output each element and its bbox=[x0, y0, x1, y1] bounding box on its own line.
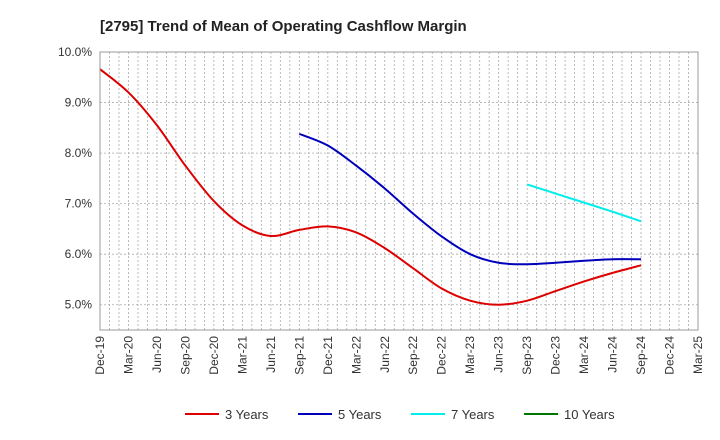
series-layer bbox=[99, 68, 642, 306]
x-tick-label: Sep-24 bbox=[634, 336, 648, 375]
x-tick-label: Dec-22 bbox=[435, 336, 449, 375]
series-line-1 bbox=[99, 68, 642, 306]
plot-area bbox=[100, 52, 698, 330]
x-tick-label: Sep-23 bbox=[520, 336, 534, 375]
y-axis-ticks: 5.0% 6.0% 7.0% 8.0% 9.0% 10.0% bbox=[58, 45, 92, 312]
x-tick-label: Mar-20 bbox=[121, 336, 135, 374]
x-tick-label: Jun-21 bbox=[264, 336, 278, 373]
x-tick-label: Mar-25 bbox=[691, 336, 705, 374]
y-tick-label: 9.0% bbox=[65, 96, 93, 110]
x-tick-label: Sep-21 bbox=[292, 336, 306, 375]
x-tick-label: Mar-24 bbox=[577, 336, 591, 374]
y-tick-label: 5.0% bbox=[65, 298, 93, 312]
x-tick-label: Sep-20 bbox=[178, 336, 192, 375]
x-tick-label: Dec-24 bbox=[663, 336, 677, 375]
x-tick-label: Dec-19 bbox=[93, 336, 107, 375]
legend-label-1: 3 Years bbox=[225, 407, 269, 422]
chart-title: [2795] Trend of Mean of Operating Cashfl… bbox=[100, 18, 467, 35]
legend-label-4: 10 Years bbox=[564, 407, 615, 422]
x-tick-label: Jun-20 bbox=[150, 336, 164, 373]
x-tick-label: Dec-23 bbox=[549, 336, 563, 375]
y-tick-label: 7.0% bbox=[65, 197, 93, 211]
x-tick-label: Jun-24 bbox=[606, 336, 620, 373]
x-tick-label: Sep-22 bbox=[406, 336, 420, 375]
legend-label-2: 5 Years bbox=[338, 407, 382, 422]
y-tick-label: 10.0% bbox=[58, 45, 92, 59]
series-line-3 bbox=[526, 183, 642, 223]
x-axis-ticks: Dec-19 Mar-20 Jun-20 Sep-20 Dec-20 Mar-21 Jun-… bbox=[93, 336, 705, 375]
x-tick-label: Mar-23 bbox=[463, 336, 477, 374]
x-tick-label: Jun-23 bbox=[492, 336, 506, 373]
x-tick-label: Mar-22 bbox=[349, 336, 363, 374]
series-line-2 bbox=[298, 132, 642, 266]
x-tick-label: Jun-22 bbox=[378, 336, 392, 373]
legend-label-3: 7 Years bbox=[451, 407, 495, 422]
x-tick-label: Mar-21 bbox=[235, 336, 249, 374]
plot-frame bbox=[99, 51, 699, 331]
legend: 3 Years 5 Years 7 Years 10 Years bbox=[185, 407, 615, 422]
y-tick-label: 6.0% bbox=[65, 247, 93, 261]
x-tick-label: Dec-20 bbox=[207, 336, 221, 375]
x-tick-label: Dec-21 bbox=[321, 336, 335, 375]
y-tick-label: 8.0% bbox=[65, 146, 93, 160]
